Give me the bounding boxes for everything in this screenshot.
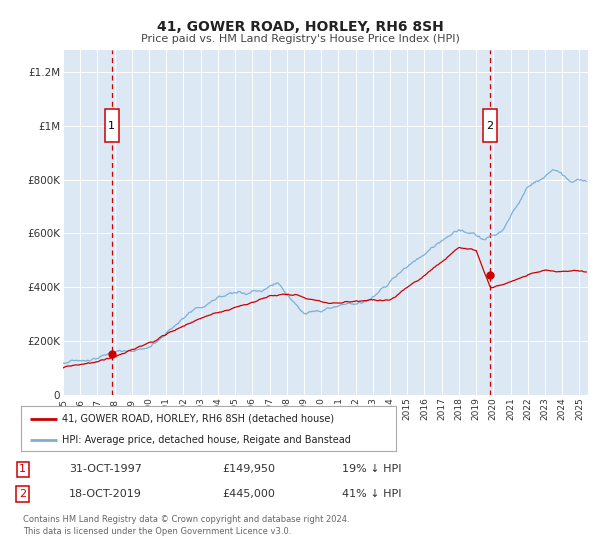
Text: 18-OCT-2019: 18-OCT-2019 [69,489,142,499]
Text: 31-OCT-1997: 31-OCT-1997 [69,464,142,474]
Text: 41, GOWER ROAD, HORLEY, RH6 8SH (detached house): 41, GOWER ROAD, HORLEY, RH6 8SH (detache… [62,413,334,423]
Text: 19% ↓ HPI: 19% ↓ HPI [342,464,401,474]
Text: 2: 2 [486,121,493,130]
Text: Contains HM Land Registry data © Crown copyright and database right 2024.: Contains HM Land Registry data © Crown c… [23,515,349,524]
Text: 2: 2 [19,489,26,499]
Text: 41% ↓ HPI: 41% ↓ HPI [342,489,401,499]
Text: HPI: Average price, detached house, Reigate and Banstead: HPI: Average price, detached house, Reig… [62,435,351,445]
Text: 1: 1 [19,464,26,474]
Text: £445,000: £445,000 [222,489,275,499]
Text: Price paid vs. HM Land Registry's House Price Index (HPI): Price paid vs. HM Land Registry's House … [140,34,460,44]
FancyBboxPatch shape [483,109,497,142]
Text: 41, GOWER ROAD, HORLEY, RH6 8SH: 41, GOWER ROAD, HORLEY, RH6 8SH [157,20,443,34]
Text: £149,950: £149,950 [222,464,275,474]
Text: 1: 1 [108,121,115,130]
Text: This data is licensed under the Open Government Licence v3.0.: This data is licensed under the Open Gov… [23,528,291,536]
FancyBboxPatch shape [105,109,119,142]
